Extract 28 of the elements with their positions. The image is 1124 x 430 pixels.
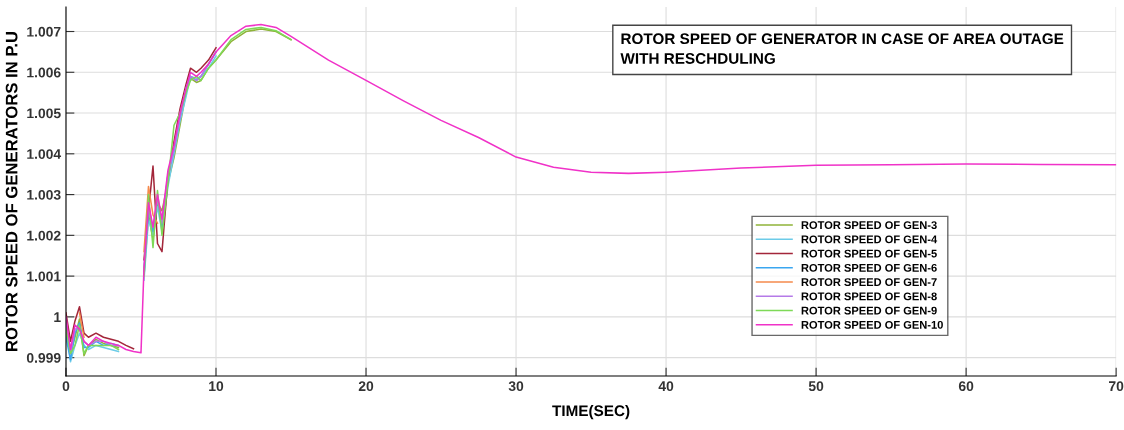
y-tick-label: 1.004: [27, 149, 62, 159]
legend-label: ROTOR SPEED OF GEN-8: [801, 292, 937, 301]
x-tick-label: 40: [658, 381, 674, 392]
x-tick-label: 30: [508, 381, 524, 392]
x-tick-label: 10: [209, 381, 224, 392]
legend-label: ROTOR SPEED OF GEN-6: [801, 263, 937, 272]
x-tick-label: 60: [958, 381, 974, 392]
y-tick-label: 1.006: [27, 67, 61, 78]
y-tick-label: 1: [54, 312, 61, 322]
x-tick-label: 50: [808, 381, 824, 392]
legend-label: ROTOR SPEED OF GEN-5: [801, 249, 937, 258]
legend-label: ROTOR SPEED OF GEN-10: [801, 320, 943, 329]
x-axis-title: TIME(SEC): [552, 404, 630, 420]
x-tick-label: 20: [358, 381, 374, 392]
y-tick-label: 1.007: [27, 26, 61, 37]
legend-label: ROTOR SPEED OF GEN-4: [801, 235, 938, 244]
y-tick-label: 1.005: [27, 108, 61, 119]
legend-label: ROTOR SPEED OF GEN-3: [801, 221, 937, 230]
x-tick-label: 70: [1109, 381, 1124, 392]
legend-label: ROTOR SPEED OF GEN-9: [801, 306, 937, 315]
y-tick-label: 1.002: [27, 230, 61, 241]
y-tick-label: 1.003: [27, 189, 61, 200]
y-axis-title: ROTOR SPEED OF GENERATORS IN P.U: [5, 32, 18, 351]
y-tick-label: 1.001: [27, 271, 61, 282]
legend-label: ROTOR SPEED OF GEN-7: [801, 278, 937, 287]
x-tick-label: 0: [62, 381, 70, 392]
text: ROTOR SPEED OF GENERATOR IN CASE OF AREA OUTAGE WITH RESCHDULING: [620, 33, 1064, 64]
y-tick-label: 0.999: [26, 352, 61, 363]
